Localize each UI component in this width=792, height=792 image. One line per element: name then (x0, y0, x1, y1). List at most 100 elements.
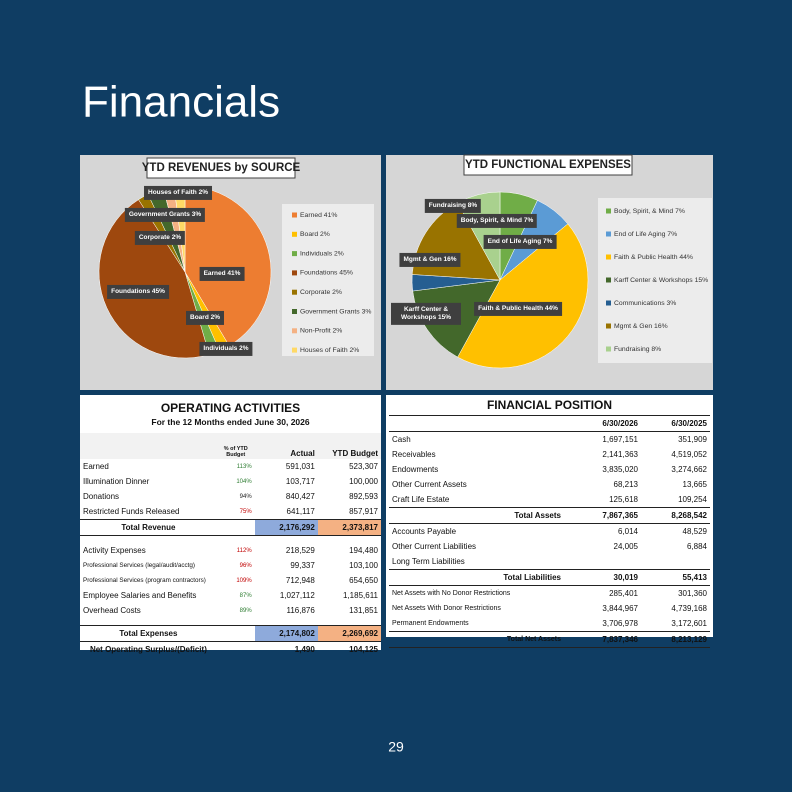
legend-label: Foundations 45% (300, 270, 353, 277)
table-cell: 13,665 (682, 480, 707, 489)
pie-slice (457, 223, 589, 369)
header-cell: YTD Budget (332, 449, 378, 458)
table-cell: 194,480 (349, 546, 378, 555)
table-cell: 2,174,802 (254, 625, 318, 642)
table-row: Receivables 2,141,363 4,519,052 (389, 447, 710, 462)
table-cell: 3,844,967 (602, 604, 638, 613)
header-cell (389, 415, 569, 432)
table-row: Professional Services (legal/audit/acctg… (80, 558, 381, 573)
data-label: Body, Spirit, & Mind 7% (456, 213, 538, 229)
table-cell: Other Current Liabilities (392, 542, 477, 551)
table-cell: Activity Expenses (83, 546, 146, 555)
table-cell: 30,019 (569, 569, 641, 586)
table-row: Cash 1,697,151 351,909 (389, 432, 710, 448)
table-cell (569, 554, 641, 570)
table-cell: 109% (236, 577, 252, 584)
table-cell: Long Term Liabilities (392, 557, 465, 566)
table-cell: 892,593 (349, 492, 378, 501)
legend-label: Body, Spirit, & Mind 7% (614, 208, 685, 215)
table-cell: 3,172,601 (671, 619, 707, 628)
data-label: End of Life Aging 7% (483, 234, 557, 250)
spacer (80, 618, 381, 626)
table-subtitle: For the 12 Months ended June 30, 2026 (151, 417, 310, 427)
table-row: Total Liabilities 30,019 55,413 (389, 569, 710, 586)
legend-swatch (292, 270, 297, 276)
table-cell: 523,307 (349, 462, 378, 471)
data-label: Karff Center & Workshops 15% (391, 302, 461, 326)
data-label: Mgmt & Gen 16% (399, 252, 461, 268)
table-cell: Receivables (392, 450, 436, 459)
table-row: Net Operating Surplus/(Deficit) 1,490 104,… (80, 642, 381, 658)
legend-swatch (606, 208, 611, 214)
table-cell: 1,490 (294, 645, 315, 654)
legend-label: Karff Center & Workshops 15% (614, 277, 708, 284)
legend-swatch (292, 231, 297, 237)
legend-swatch (606, 323, 611, 329)
table-cell: 4,519,052 (671, 450, 707, 459)
table-cell: 1,185,611 (343, 591, 378, 600)
table-cell: 654,650 (349, 576, 378, 585)
table: % of YTD Budget Actual YTD Budget Earned 113… (80, 433, 381, 657)
legend-box (598, 198, 712, 363)
data-label: Individuals 2% (199, 341, 253, 357)
table-cell: 351,909 (678, 435, 707, 444)
header-cell: 6/30/2025 (641, 415, 710, 432)
legend-label: Non-Profit 2% (300, 328, 342, 335)
chart-title: YTD REVENUES by SOURCE (142, 162, 301, 174)
table-row: Total Expenses 2,174,802 2,269,692 (80, 625, 381, 642)
table-cell: 89% (239, 607, 252, 614)
header-cell: Actual (290, 449, 315, 458)
legend-swatch (606, 300, 611, 306)
header-row: % of YTD Budget Actual YTD Budget (80, 433, 381, 459)
table-cell: 103,100 (349, 561, 378, 570)
legend-swatch (292, 289, 297, 295)
title-box (146, 157, 296, 179)
table-cell: Total Assets (389, 507, 569, 524)
table-cell: Total Liabilities (389, 569, 569, 586)
legend-label: Individuals 2% (300, 250, 344, 257)
table-cell: 641,117 (286, 507, 315, 516)
legend-label: Board 2% (300, 231, 330, 238)
legend-box (282, 204, 374, 356)
table-cell: 24,005 (613, 542, 638, 551)
table-cell: Restricted Funds Released (83, 507, 180, 516)
spacer-row (80, 536, 381, 544)
table-cell: 6,884 (686, 542, 707, 551)
table-row: Craft Life Estate 125,618 109,254 (389, 492, 710, 508)
legend-swatch (606, 231, 611, 237)
table-cell: 2,141,363 (602, 450, 638, 459)
table-cell: 218,529 (285, 546, 315, 555)
table-cell: 840,427 (285, 492, 315, 501)
table-row: Employee Salaries and Benefits 87% 1,027,1… (80, 588, 381, 603)
table-cell: 7,867,365 (569, 507, 641, 524)
legend-swatch (606, 346, 611, 352)
spacer (80, 536, 381, 544)
data-label: Government Grants 3% (124, 207, 206, 223)
table-title: OPERATING ACTIVITIES (160, 401, 301, 415)
table-cell: 285,401 (609, 589, 638, 598)
legend-label: Communications 3% (614, 300, 676, 307)
table-cell: 87% (239, 592, 252, 599)
table-cell: 1,027,112 (279, 591, 315, 600)
table-cell: 104% (236, 478, 252, 485)
legend-label: End of Life Aging 7% (614, 231, 677, 238)
table-cell: 125,618 (609, 495, 638, 504)
table-cell: Earned (83, 462, 109, 471)
legend-label: Faith & Public Health 44% (614, 254, 693, 261)
table-row: Net Assets With Donor Restrictions 3,844,… (389, 601, 710, 616)
table-row: Accounts Payable 6,014 48,529 (389, 524, 710, 540)
table-cell: 8,268,542 (641, 507, 710, 524)
header-cell (80, 433, 217, 459)
data-label: Fundraising 8% (424, 198, 482, 214)
legend-swatch (606, 254, 611, 260)
table-cell: Total Expenses (80, 625, 217, 642)
table-row: Illumination Dinner 104% 103,717 100,000 (80, 474, 381, 489)
legend-swatch (292, 251, 297, 257)
table-cell: Endowments (392, 465, 439, 474)
table-cell: Donations (83, 492, 120, 501)
data-label: Earned 41% (199, 266, 245, 282)
table-row: Total Assets 7,867,365 8,268,542 (389, 507, 710, 524)
table-cell: 131,851 (349, 606, 378, 615)
table-row: Total Revenue 2,176,292 2,373,817 (80, 519, 381, 536)
